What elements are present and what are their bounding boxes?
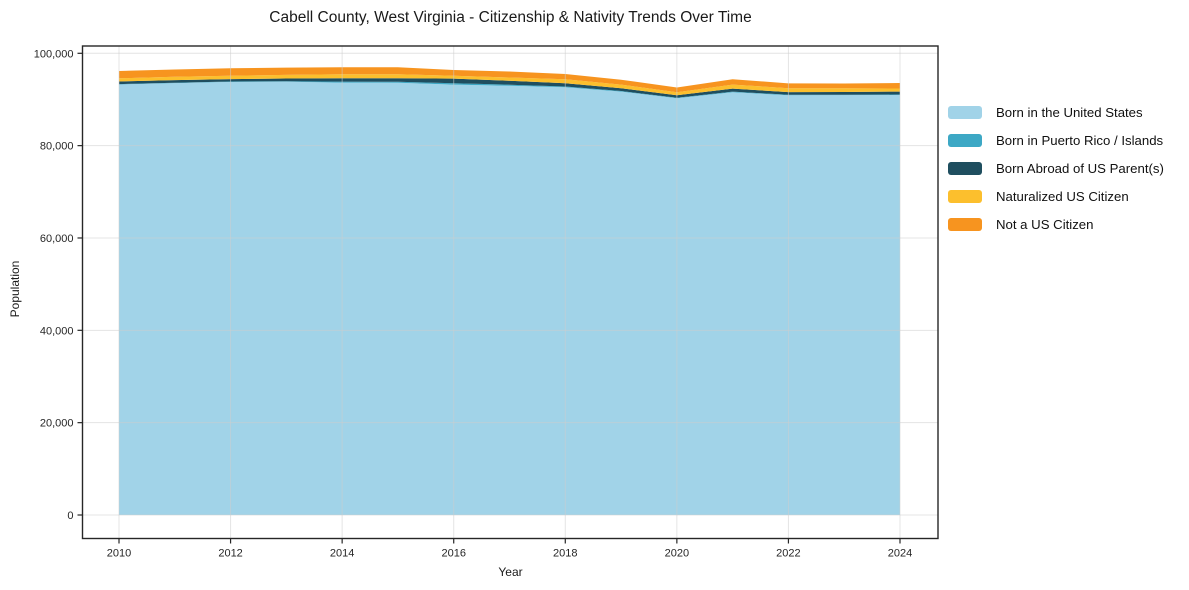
legend: Born in the United States Born in Puerto … xyxy=(948,105,1164,245)
area-series-not-a-us-citizen xyxy=(119,67,900,93)
legend-item-not-a-us-citizen: Not a US Citizen xyxy=(948,216,1164,232)
plot-border xyxy=(81,45,939,540)
legend-label: Not a US Citizen xyxy=(996,216,1094,232)
x-tick-label: 2020 xyxy=(665,548,689,560)
legend-item-born-in-puerto-rico-islands: Born in Puerto Rico / Islands xyxy=(948,132,1164,148)
legend-label: Born Abroad of US Parent(s) xyxy=(996,160,1164,176)
y-tick-label: 80,000 xyxy=(40,141,74,153)
legend-swatch xyxy=(948,217,982,231)
legend-swatch xyxy=(948,161,982,175)
x-tick-label: 2014 xyxy=(330,548,354,560)
chart-title: Cabell County, West Virginia - Citizensh… xyxy=(269,9,752,26)
area-series-born-abroad-of-us-parent-s xyxy=(119,78,900,98)
x-tick-label: 2012 xyxy=(218,548,242,560)
y-tick-label: 20,000 xyxy=(40,418,74,430)
area-series-naturalized-us-citizen xyxy=(119,74,900,96)
legend-item-born-abroad-of-us-parent-s: Born Abroad of US Parent(s) xyxy=(948,160,1164,176)
y-tick-label: 60,000 xyxy=(40,233,74,245)
x-tick-label: 2016 xyxy=(441,548,465,560)
legend-swatch xyxy=(948,189,982,203)
x-tick-label: 2024 xyxy=(888,548,912,560)
x-axis-label: Year xyxy=(498,565,523,579)
x-tick-label: 2010 xyxy=(107,548,131,560)
y-tick-label: 0 xyxy=(67,510,73,522)
legend-item-naturalized-us-citizen: Naturalized US Citizen xyxy=(948,188,1164,204)
x-tick-label: 2018 xyxy=(553,548,577,560)
legend-label: Born in Puerto Rico / Islands xyxy=(996,132,1164,148)
legend-swatch xyxy=(948,133,982,147)
y-tick-label: 100,000 xyxy=(34,48,74,60)
area-series-born-in-the-united-states xyxy=(119,81,900,516)
legend-label: Born in the United States xyxy=(996,104,1143,120)
legend-item-born-in-the-united-states: Born in the United States xyxy=(948,104,1164,120)
legend-label: Naturalized US Citizen xyxy=(996,188,1129,204)
y-tick-label: 40,000 xyxy=(40,325,74,337)
legend-swatch xyxy=(948,105,982,119)
x-tick-label: 2022 xyxy=(776,548,800,560)
